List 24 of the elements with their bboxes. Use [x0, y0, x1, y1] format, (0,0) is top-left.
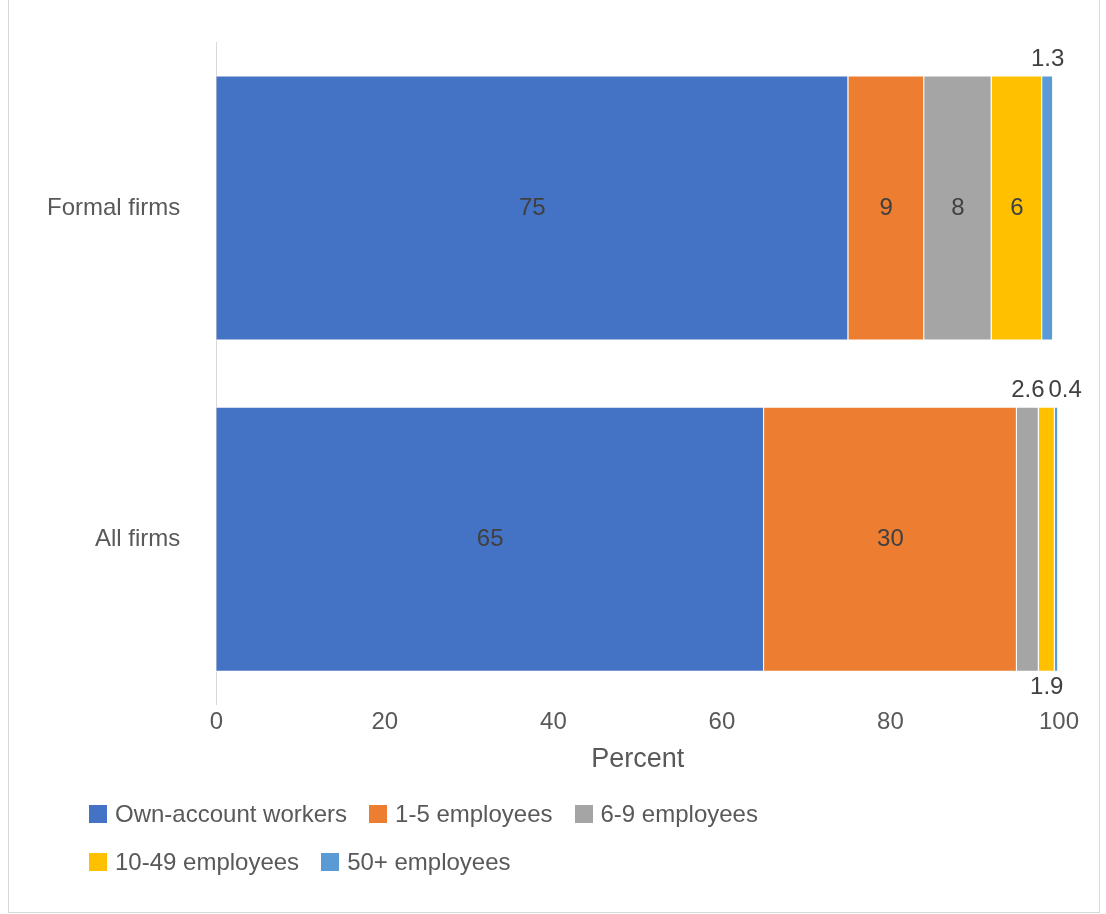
data-label: 1.3 — [1030, 44, 1065, 72]
x-tick-label: 100 — [1038, 706, 1080, 734]
data-label: 1.9 — [1030, 672, 1064, 700]
legend-label: Own-account workers — [115, 800, 348, 828]
x-tick-label: 60 — [708, 706, 736, 734]
x-tick-label: 80 — [877, 706, 904, 734]
legend-label: 1-5 employees — [395, 800, 553, 828]
data-label: 6 — [1010, 192, 1024, 220]
legend-label: 6-9 employees — [600, 800, 758, 828]
y-tick-label: All firms — [95, 523, 181, 551]
data-label: 65 — [476, 523, 504, 551]
data-label: 9 — [879, 192, 893, 220]
x-tick-label: 0 — [209, 706, 223, 734]
data-label: 8 — [951, 192, 965, 220]
data-label: 2.6 — [1011, 375, 1045, 403]
x-axis-title: Percent — [591, 743, 685, 774]
data-label: 75 — [518, 192, 546, 220]
x-tick-label: 20 — [371, 706, 399, 734]
data-label: 0.4 — [1048, 375, 1082, 403]
legend-label: 50+ employees — [347, 848, 511, 876]
legend-label: 10-49 employees — [115, 848, 300, 876]
x-tick-label: 40 — [540, 706, 567, 734]
data-label: 30 — [877, 523, 904, 551]
y-tick-label: Formal firms — [47, 192, 181, 220]
